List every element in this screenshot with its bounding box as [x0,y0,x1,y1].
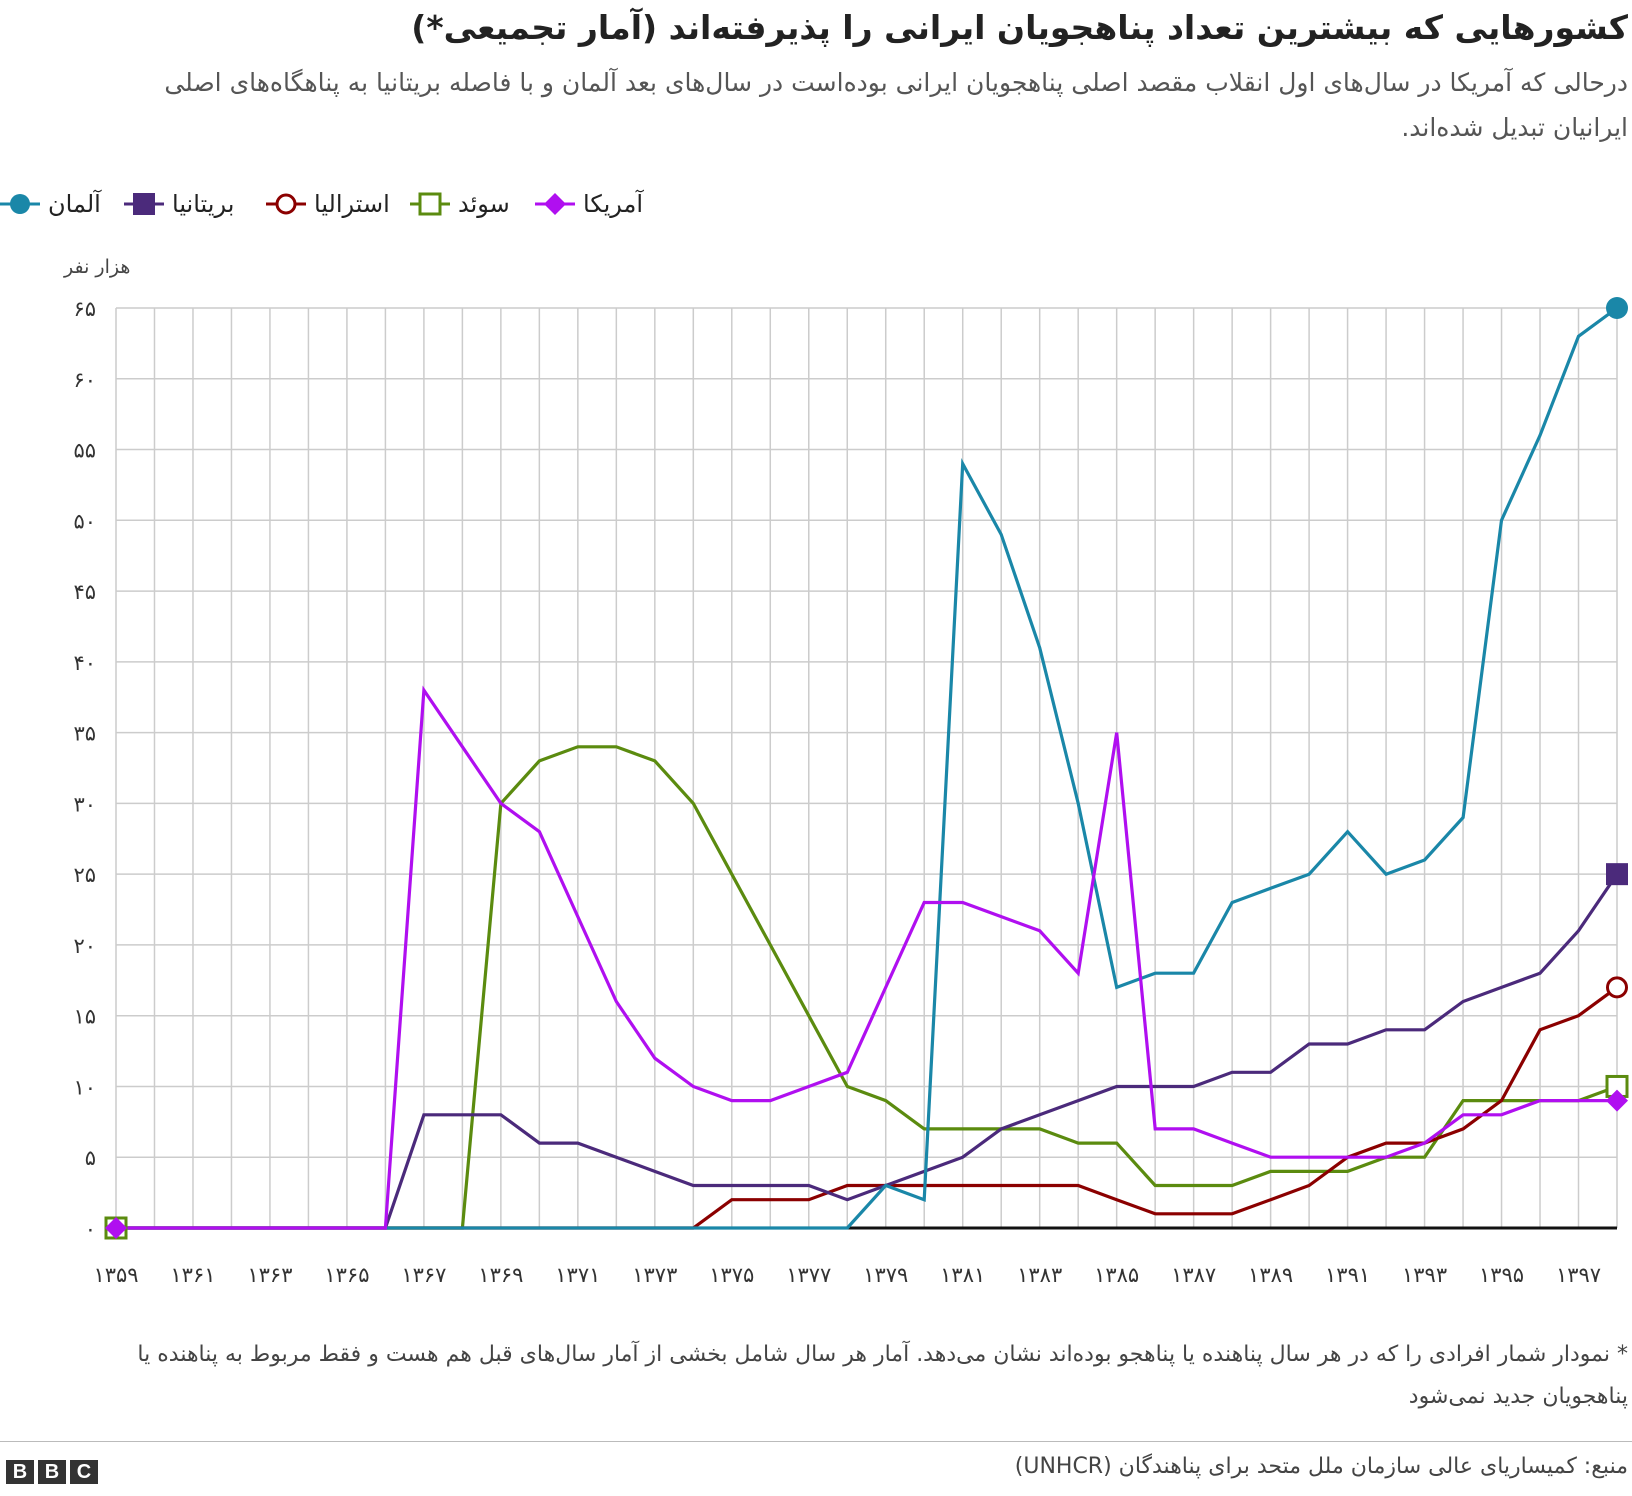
y-tick-label: ۲۵ [73,863,96,887]
x-tick-label: ۱۳۹۵ [1479,1263,1524,1287]
y-axis-unit-label: هزار نفر [64,256,131,278]
legend-item-australia[interactable]: استرالیا [266,182,390,226]
bbc-logo-letter: C [70,1460,98,1484]
chart-subtitle: درحالی که آمریکا در سال‌های اول انقلاب م… [164,68,1628,142]
legend-label-australia: استرالیا [314,190,390,218]
legend-marker-germany [0,194,40,214]
legend-marker-britain [124,193,164,215]
x-tick-label: ۱۳۷۳ [632,1263,677,1287]
footnote: * نمودار شمار افرادی را که در هر سال پنا… [137,1342,1628,1409]
x-tick-label: ۱۳۸۵ [1094,1263,1139,1287]
legend-item-sweden[interactable]: سوئد [410,182,510,226]
x-tick-label: ۱۳۶۵ [324,1263,369,1287]
legend-item-usa[interactable]: آمریکا [535,182,643,226]
x-tick-label: ۱۳۶۳ [247,1263,292,1287]
legend-item-britain[interactable]: بریتانیا [124,182,234,226]
x-tick-label: ۱۳۶۱ [170,1263,215,1287]
legend-item-germany[interactable]: آلمان [0,182,101,226]
y-tick-label: ۳۵ [73,722,96,746]
y-tick-label: ۵۵ [73,439,96,463]
x-tick-label: ۱۳۶۹ [478,1263,523,1287]
y-tick-label: ۱۰ [73,1075,96,1099]
x-tick-label: ۱۳۹۷ [1556,1263,1601,1287]
series-end-marker-germany [1606,297,1628,319]
x-tick-label: ۱۳۸۷ [1171,1263,1216,1287]
series-line-britain [116,873,1619,1230]
y-tick-label: ۱۵ [73,1005,96,1029]
y-tick-label: ۶۰ [73,368,96,392]
bbc-logo-letter: B [38,1460,66,1484]
x-tick-label: ۱۳۸۱ [940,1263,985,1287]
x-tick-label: ۱۳۷۵ [709,1263,754,1287]
x-tick-label: ۱۳۶۷ [401,1263,446,1287]
x-tick-label: ۱۳۹۳ [1402,1263,1447,1287]
y-tick-label: ۶۵ [73,297,96,321]
footer-divider [0,1441,1632,1442]
bbc-logo-letter: B [6,1460,34,1484]
legend-marker-australia [266,193,306,215]
y-tick-label: ۵ [85,1146,96,1170]
x-tick-label: ۱۳۷۹ [863,1263,908,1287]
x-tick-label: ۱۳۸۹ [1248,1263,1293,1287]
y-tick-label: ۴۰ [73,651,96,675]
x-tick-label: ۱۳۸۳ [1017,1263,1062,1287]
y-tick-label: ۲۰ [73,934,96,958]
series-line-germany [116,306,1618,1230]
bbc-logo: B B C [6,1460,98,1484]
y-tick-label: ۵۰ [73,509,96,533]
series-start-marker-usa [105,1217,127,1239]
series-end-marker-britain [1606,863,1628,886]
legend-label-germany: آلمان [48,190,101,218]
chart-legend: آلمان بریتانیا استرالیا سوئد آمریکا [0,182,1632,226]
x-tick-label: ۱۳۷۱ [555,1263,600,1287]
chart-title: کشورهایی که بیشترین تعداد پناهجویان ایرا… [411,8,1628,47]
y-tick-label: ۳۰ [73,792,96,816]
series-end-marker-australia [1606,976,1628,999]
legend-marker-sweden [410,192,450,216]
legend-label-sweden: سوئد [458,190,510,218]
line-chart: ۰ ۵ ۱۰ ۱۵ ۲۰ ۲۵ ۳۰ ۳۵ ۴۰ ۴۵ ۵۰ ۵۵ ۶۰ ۶۵ ۱۳۵۹ ۱۳۶۱ ۱۳۶۳ ۱۳… [73,297,1629,1287]
legend-label-britain: بریتانیا [172,190,235,218]
y-tick-label: ۴۵ [73,580,96,604]
x-tick-label: ۱۳۹۱ [1325,1263,1370,1287]
series-line-usa [116,685,1617,1230]
legend-marker-usa [535,193,575,215]
legend-label-usa: آمریکا [583,190,644,218]
x-tick-label: ۱۳۵۹ [93,1263,138,1287]
series-end-marker-usa [1606,1089,1628,1112]
source-note: منبع: کمیساریای عالی سازمان ملل متحد برا… [1014,1454,1628,1479]
y-tick-label: ۰ [85,1217,96,1241]
x-tick-label: ۱۳۷۷ [786,1263,831,1287]
